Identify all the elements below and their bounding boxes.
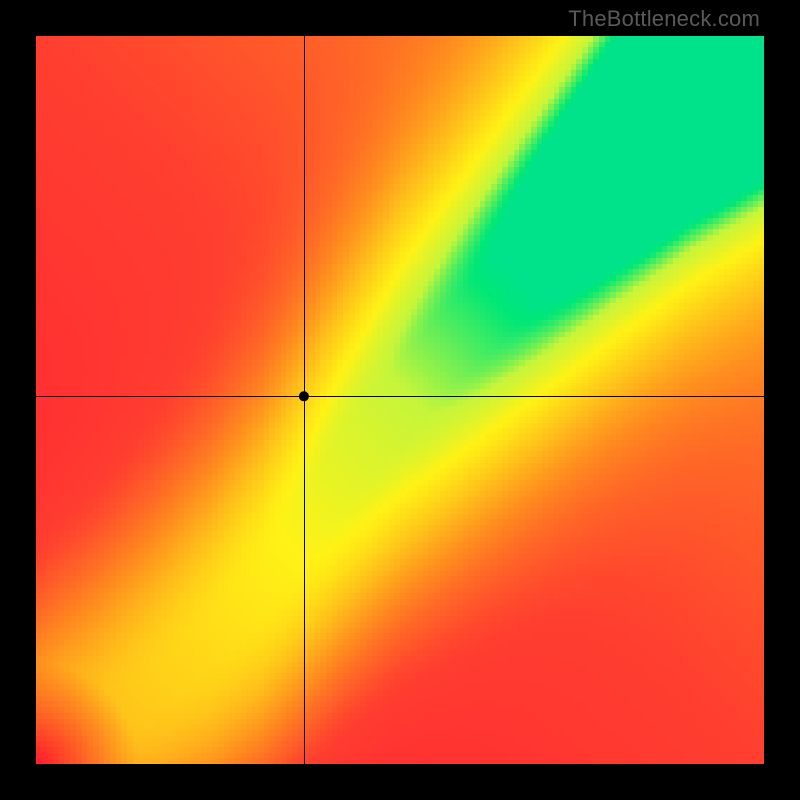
watermark-text: TheBottleneck.com: [568, 6, 760, 32]
chart-container: TheBottleneck.com: [0, 0, 800, 800]
bottleneck-heatmap: [0, 0, 800, 800]
